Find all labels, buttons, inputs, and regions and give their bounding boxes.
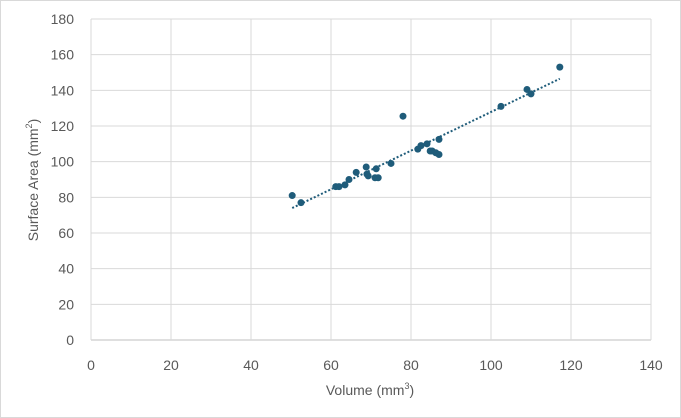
data-point: [364, 172, 372, 180]
data-point: [527, 90, 535, 98]
data-point: [374, 174, 382, 182]
x-tick-label: 80: [403, 357, 419, 373]
x-tick-label: 20: [163, 357, 179, 373]
x-tick-label: 40: [243, 357, 259, 373]
x-tick-label: 60: [323, 357, 339, 373]
x-axis-title: Volume (mm3): [326, 381, 414, 398]
y-tick-labels: 0 20 40 60 80 100 120 140 160 180: [51, 11, 75, 348]
y-tick-label: 60: [58, 225, 74, 241]
data-point: [399, 112, 407, 120]
data-point: [417, 142, 425, 150]
x-axis-title-suffix: ): [409, 382, 414, 398]
x-tick-labels: 0 20 40 60 80 100 120 140: [87, 357, 663, 373]
y-axis-title-superscript: 2: [24, 123, 34, 128]
y-tick-label: 160: [51, 47, 75, 63]
y-axis-title-suffix: ): [25, 119, 41, 124]
data-point: [435, 151, 443, 159]
y-tick-label: 120: [51, 118, 75, 134]
y-tick-label: 100: [51, 154, 75, 170]
data-point: [341, 181, 349, 189]
data-points: [288, 63, 564, 207]
x-tick-label: 120: [559, 357, 583, 373]
y-tick-label: 140: [51, 82, 75, 98]
y-tick-label: 80: [58, 189, 74, 205]
data-point: [362, 163, 370, 171]
gridlines: [90, 18, 652, 341]
x-tick-label: 140: [639, 357, 663, 373]
data-point: [497, 102, 505, 110]
y-tick-label: 40: [58, 261, 74, 277]
data-point: [335, 183, 343, 191]
data-point: [523, 85, 531, 93]
data-point: [387, 159, 395, 167]
y-tick-label: 20: [58, 296, 74, 312]
data-point: [435, 135, 443, 143]
x-axis-title-text: Volume (mm: [326, 382, 405, 398]
y-tick-label: 0: [66, 332, 74, 348]
data-point: [297, 199, 305, 207]
data-point: [345, 176, 353, 183]
x-tick-label: 100: [479, 357, 503, 373]
data-point: [372, 165, 380, 173]
data-point: [288, 192, 296, 200]
y-axis-title-text: Surface Area (mm: [25, 128, 41, 241]
data-point: [556, 63, 564, 71]
y-tick-label: 180: [51, 11, 75, 27]
x-tick-label: 0: [87, 357, 95, 373]
data-point: [352, 168, 360, 176]
x-axis-title-superscript: 3: [404, 381, 409, 391]
data-point: [423, 140, 431, 148]
y-axis-title: Surface Area (mm2): [24, 119, 41, 242]
